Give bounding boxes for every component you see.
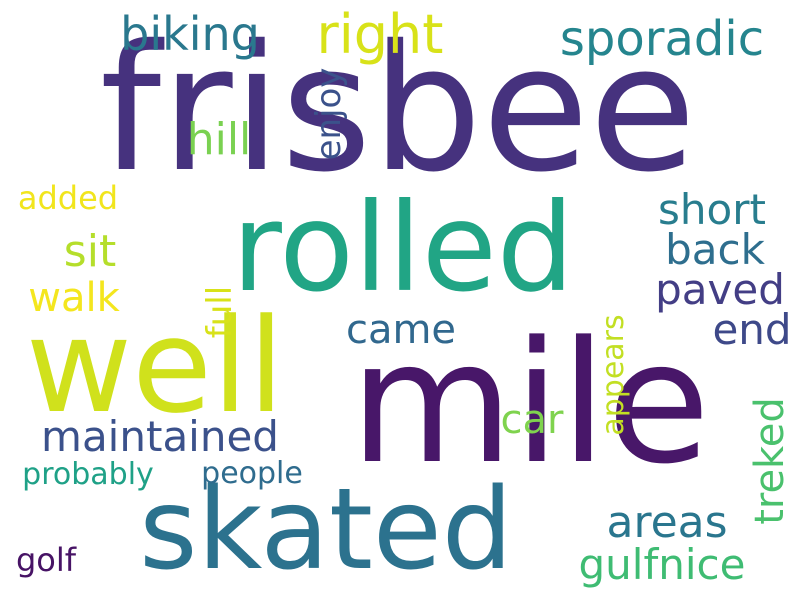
word-came: came	[345, 307, 457, 353]
word-maintained: maintained	[41, 412, 279, 461]
word-paved: paved	[655, 265, 785, 314]
word-hill: hill	[186, 114, 252, 165]
word-skated: skated	[139, 465, 513, 595]
word-areas: areas	[606, 497, 728, 548]
word-back: back	[665, 225, 765, 274]
word-mile: mile	[349, 305, 711, 501]
word-full: full	[200, 285, 240, 339]
word-enjoy: enjoy	[309, 67, 349, 161]
word-well: well	[25, 290, 285, 442]
word-short: short	[658, 185, 766, 234]
word-appears: appears	[596, 314, 631, 436]
word-car: car	[500, 397, 564, 443]
word-added: added	[17, 179, 119, 217]
word-right: right	[316, 3, 444, 66]
word-end: end	[712, 305, 792, 354]
word-biking: biking	[120, 7, 260, 61]
word-sit: sit	[63, 226, 117, 277]
word-treked: treked	[747, 397, 793, 525]
word-people: people	[201, 456, 303, 491]
word-golf: golf	[15, 541, 77, 579]
word-frisbee: frisbee	[99, 8, 697, 211]
word-gulfnice: gulfnice	[578, 540, 746, 589]
word-rolled: rolled	[231, 177, 575, 319]
word-sporadic: sporadic	[559, 11, 765, 67]
word-probably: probably	[22, 457, 154, 492]
word-walk: walk	[28, 275, 120, 321]
